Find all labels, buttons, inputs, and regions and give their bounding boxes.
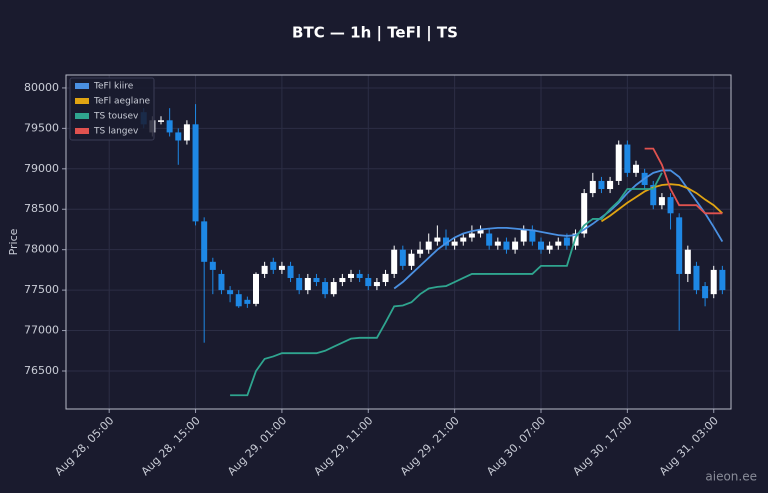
candle-body — [658, 197, 665, 206]
candle-body — [702, 286, 709, 299]
plot-frame — [65, 74, 732, 410]
candle-body — [278, 265, 285, 270]
candle-body — [399, 249, 406, 266]
candle-body — [158, 120, 164, 122]
legend-label: TS langev — [93, 127, 139, 137]
candle-body — [460, 237, 467, 242]
candle-body — [434, 237, 441, 242]
candle-body — [512, 241, 519, 250]
candle-body — [183, 124, 190, 141]
candle-body — [227, 290, 234, 295]
legend: TeFl kiire TeFl aeglane TS tousev TS langev — [69, 77, 155, 141]
legend-box — [69, 77, 155, 141]
chart-title: BTC — 1h | TeFl | TS — [292, 24, 458, 43]
candle-body — [373, 282, 380, 287]
candle-body — [477, 229, 484, 234]
candle-body — [546, 245, 553, 250]
candle-body — [270, 261, 277, 270]
candle-body — [391, 249, 398, 274]
y-tick-label: 80000 — [24, 81, 59, 94]
legend-label: TeFl aeglane — [93, 97, 151, 107]
candle-body — [451, 241, 458, 246]
candle-body — [322, 282, 329, 295]
candle-body — [633, 164, 639, 173]
watermark: aieon.ee — [705, 470, 757, 484]
candle-body — [175, 132, 182, 141]
candle-body — [244, 299, 251, 304]
candle-body — [486, 233, 493, 246]
candle-body — [589, 180, 596, 194]
series-line — [600, 183, 723, 223]
candle-body — [287, 265, 294, 278]
candle-body — [296, 277, 303, 291]
candle-body — [520, 229, 527, 242]
candle-body — [313, 277, 320, 283]
candle-body — [339, 277, 346, 283]
legend-swatch — [75, 128, 89, 134]
y-axis-label: Price — [7, 228, 20, 255]
candle-body — [719, 269, 726, 291]
y-tick-label: 78500 — [24, 202, 59, 215]
y-tick-label: 77500 — [24, 283, 59, 296]
legend-swatch — [75, 113, 89, 119]
candle-body — [555, 241, 562, 246]
candle-body — [494, 241, 501, 246]
candle-body — [684, 249, 691, 274]
candle-body — [624, 144, 631, 173]
candle-body — [356, 273, 363, 278]
series-line — [230, 172, 663, 397]
y-tick-label: 76500 — [24, 364, 59, 377]
y-tick-label: 79000 — [24, 162, 59, 175]
candle-body — [417, 249, 424, 254]
candle-body — [253, 273, 259, 304]
candle-body — [166, 120, 173, 133]
y-tick-label: 77000 — [24, 324, 59, 337]
candle-body — [676, 217, 683, 274]
candle-body — [304, 277, 311, 291]
candle-body — [348, 273, 354, 278]
legend-swatch — [75, 83, 89, 89]
candle-body — [693, 265, 700, 291]
candle-body — [365, 277, 372, 287]
candle-body — [261, 265, 268, 274]
candle-body — [538, 241, 544, 250]
candle-body — [529, 229, 536, 242]
candle-body — [192, 124, 199, 222]
candle-body — [581, 193, 588, 234]
series-line — [393, 169, 724, 290]
candle-body — [218, 273, 225, 291]
candle-body — [710, 269, 717, 295]
candle-body — [503, 241, 510, 250]
legend-label: TS tousev — [93, 112, 139, 122]
candle-body — [425, 241, 432, 250]
candle-body — [235, 294, 242, 307]
legend-swatch — [75, 98, 89, 104]
y-tick-label: 79500 — [24, 121, 59, 134]
candle-body — [443, 237, 449, 246]
candle-body — [598, 180, 605, 190]
candle-body — [667, 197, 674, 214]
candle-body — [209, 261, 216, 270]
candle-body — [607, 180, 614, 190]
series-line — [644, 147, 723, 215]
candle-body — [408, 253, 415, 266]
candle-body — [382, 273, 389, 283]
candle-body — [201, 221, 208, 262]
candle-body — [468, 233, 475, 238]
candle-body — [615, 144, 622, 181]
candle-body — [563, 237, 570, 246]
candle-body — [650, 184, 657, 206]
candle-body — [330, 282, 337, 295]
legend-label: TeFl kiire — [93, 82, 134, 92]
y-tick-label: 78000 — [24, 243, 59, 256]
